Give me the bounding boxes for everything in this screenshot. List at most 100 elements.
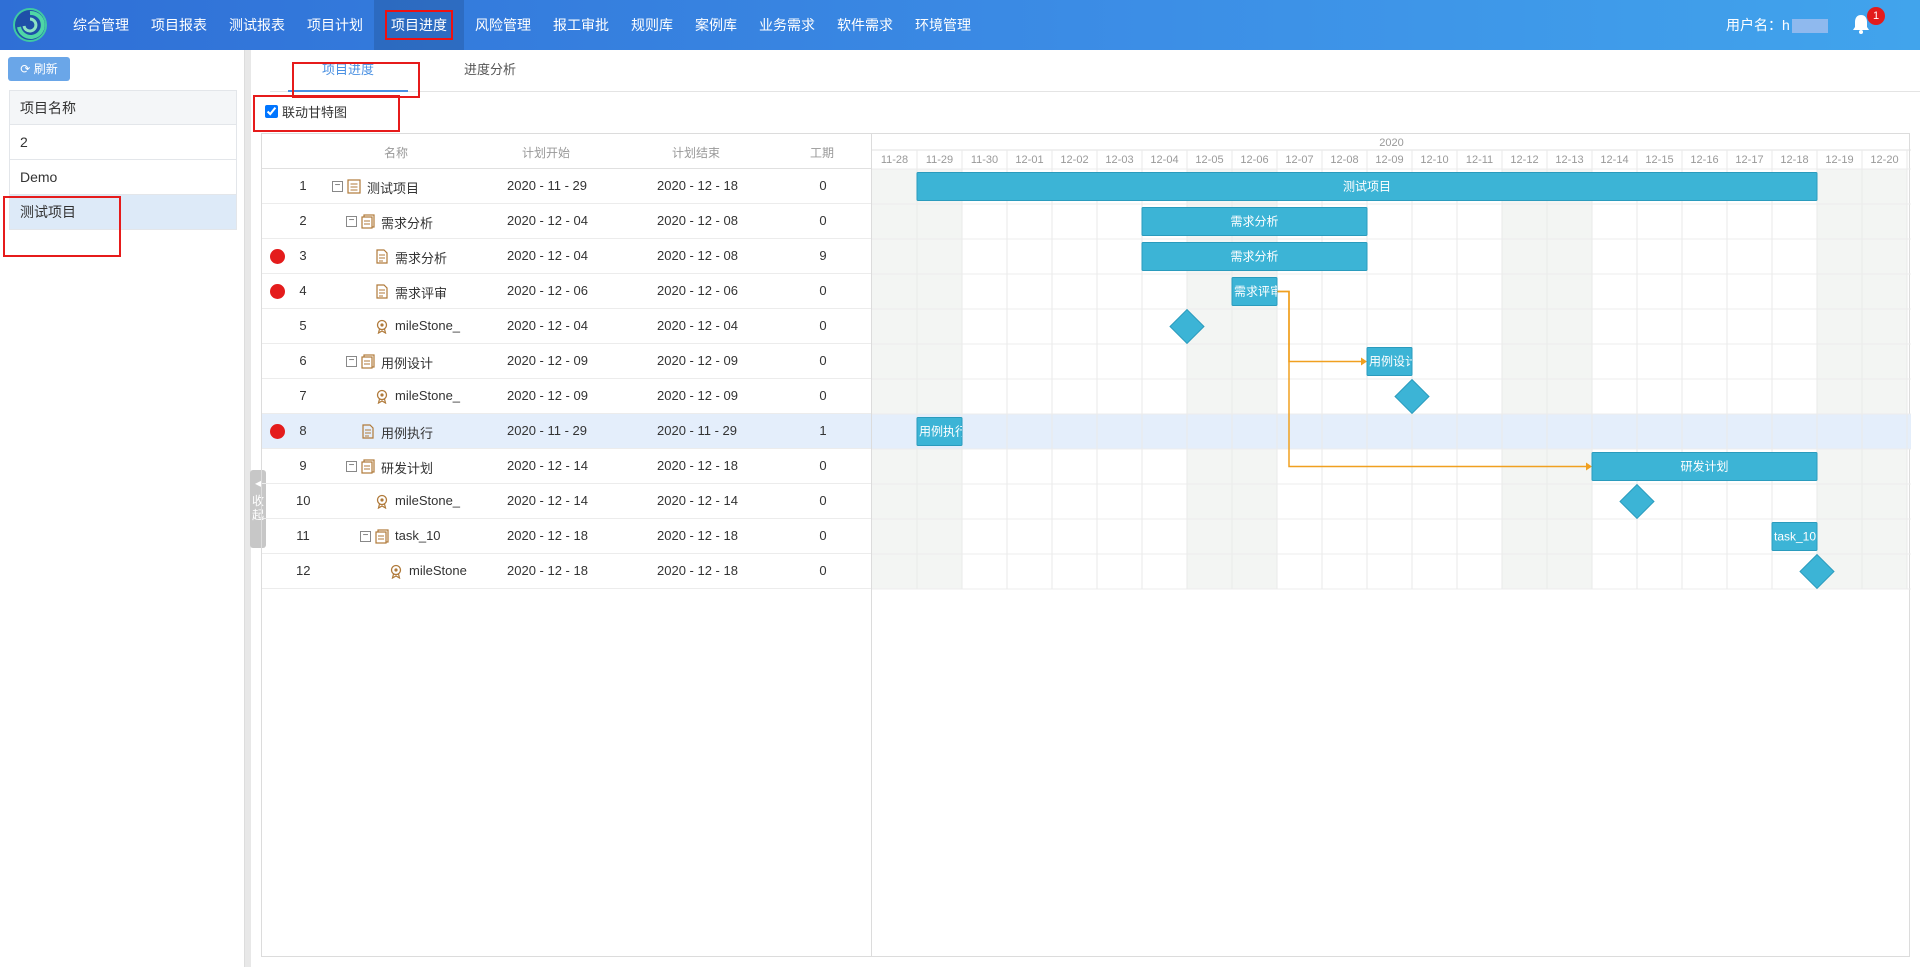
gantt-task-bar[interactable] <box>916 417 963 446</box>
gantt-task-bar[interactable] <box>1141 242 1368 271</box>
gantt-bar-label: 用例执行 <box>919 425 967 439</box>
task-duration: 0 <box>819 493 827 508</box>
nav-item[interactable]: 规则库 <box>620 0 684 50</box>
project-list-item[interactable]: 测试项目 <box>9 195 237 230</box>
gantt-task-bar[interactable] <box>1231 277 1278 306</box>
nav-item[interactable]: 案例库 <box>684 0 748 50</box>
task-name[interactable]: 需求评审 <box>395 286 448 301</box>
task-duration: 1 <box>819 423 827 438</box>
task-name[interactable]: 用例设计 <box>381 356 434 371</box>
dependency-arrow-icon <box>1586 462 1592 471</box>
milestone-diamond[interactable] <box>1619 483 1655 520</box>
milestone-icon <box>375 319 389 335</box>
column-header-duration[interactable]: 工期 <box>810 146 835 160</box>
collapse-toggle-icon[interactable]: − <box>346 356 357 367</box>
task-end-date: 2020 - 12 - 14 <box>657 493 738 508</box>
collapse-toggle-icon[interactable]: − <box>360 531 371 542</box>
collapse-toggle-icon[interactable]: − <box>346 216 357 227</box>
milestone-diamond[interactable] <box>1799 553 1835 590</box>
task-row[interactable]: 8 用例执行 2020 - 11 - 29 2020 - 11 - 29 1 <box>262 414 872 449</box>
task-name[interactable]: 用例执行 <box>381 426 434 441</box>
warning-dot-icon <box>270 249 285 264</box>
main-menu: 综合管理 项目报表 测试报表 项目计划 项目进度 风险管理 报工审批 规则库 案例库 业务需求 软件… <box>62 0 982 50</box>
project-list-item[interactable]: 2 <box>9 125 237 160</box>
nav-item[interactable]: 业务需求 <box>748 0 826 50</box>
task-row[interactable]: 12 mileStone 2020 - 12 - 18 2020 - 12 - 18 0 <box>262 554 872 589</box>
task-start-date: 2020 - 11 - 29 <box>507 423 587 438</box>
task-icon <box>361 424 375 439</box>
task-name[interactable]: mileStone_ <box>395 493 461 508</box>
task-row[interactable]: 10 mileStone_ 2020 - 12 - 14 2020 - 12 - 14… <box>262 484 872 519</box>
gantt-date-label: 12-01 <box>1015 154 1043 166</box>
task-row[interactable]: 6 − 用例设计 2020 - 12 - 09 2020 - 12 - 09 0 <box>262 344 872 379</box>
milestone-diamond[interactable] <box>1394 378 1430 415</box>
nav-item[interactable]: 报工审批 <box>542 0 620 50</box>
gantt-bar-label: task_10 <box>1774 530 1816 544</box>
task-name[interactable]: task_10 <box>395 528 441 543</box>
task-row[interactable]: 2 − 需求分析 2020 - 12 - 04 2020 - 12 - 08 0 <box>262 204 872 239</box>
task-row[interactable]: 3 需求分析 2020 - 12 - 04 2020 - 12 - 08 9 <box>262 239 872 274</box>
task-name[interactable]: 测试项目 <box>367 181 420 196</box>
dependency-link <box>1277 290 1587 468</box>
column-header-end[interactable]: 计划结束 <box>672 146 721 160</box>
tab-project-progress[interactable]: 项目进度 <box>288 50 408 92</box>
gantt-bar-label: 用例设计 <box>1369 355 1417 369</box>
nav-item[interactable]: 项目报表 <box>140 0 218 50</box>
app-logo-icon[interactable] <box>12 7 48 43</box>
nav-item[interactable]: 测试报表 <box>218 0 296 50</box>
task-duration: 0 <box>819 528 827 543</box>
nav-item[interactable]: 综合管理 <box>62 0 140 50</box>
collapse-toggle-icon[interactable]: − <box>346 461 357 472</box>
refresh-button[interactable]: ⟳ 刷新 <box>8 57 70 81</box>
nav-item[interactable]: 软件需求 <box>826 0 904 50</box>
user-name-label[interactable]: 用户名：h <box>1726 0 1828 50</box>
link-gantt-checkbox[interactable] <box>265 105 278 118</box>
task-name[interactable]: mileStone_ <box>395 318 461 333</box>
top-nav-bar: 综合管理 项目报表 测试报表 项目计划 项目进度 风险管理 报工审批 规则库 案例库 业务需求 软件… <box>0 0 1920 50</box>
group-icon <box>361 459 375 474</box>
task-row[interactable]: 1 − 测试项目 2020 - 11 - 29 2020 - 12 - 18 0 <box>262 169 872 204</box>
nav-item[interactable]: 项目计划 <box>296 0 374 50</box>
task-row[interactable]: 4 需求评审 2020 - 12 - 06 2020 - 12 - 06 0 <box>262 274 872 309</box>
gantt-bar-label: 研发计划 <box>1680 459 1728 474</box>
nav-item-label: 综合管理 <box>73 17 129 33</box>
task-name[interactable]: 需求分析 <box>381 216 434 231</box>
panel-splitter[interactable] <box>245 50 251 967</box>
gantt-task-bar[interactable] <box>916 172 1818 201</box>
task-icon <box>375 284 389 299</box>
gantt-date-label: 12-13 <box>1555 154 1583 166</box>
gantt-task-bar[interactable] <box>1366 347 1413 376</box>
task-row[interactable]: 9 − 研发计划 2020 - 12 - 14 2020 - 12 - 18 0 <box>262 449 872 484</box>
task-name[interactable]: mileStone <box>409 563 467 578</box>
gantt-task-bar[interactable] <box>1771 522 1818 551</box>
task-row[interactable]: 11 − task_10 2020 - 12 - 18 2020 - 12 - 18 0 <box>262 519 872 554</box>
task-row[interactable]: 7 mileStone_ 2020 - 12 - 09 2020 - 12 - 09 0 <box>262 379 872 414</box>
project-list-item[interactable]: Demo <box>9 160 237 195</box>
task-name[interactable]: 研发计划 <box>381 461 434 476</box>
column-header-name[interactable]: 名称 <box>384 146 409 160</box>
link-gantt-toggle[interactable]: 联动甘特图 <box>265 102 347 121</box>
nav-item-label: 规则库 <box>631 17 673 33</box>
task-duration: 9 <box>819 248 827 263</box>
task-duration: 0 <box>819 213 827 228</box>
nav-item-label: 项目进度 <box>385 10 453 40</box>
nav-item-label: 案例库 <box>695 17 737 33</box>
task-name[interactable]: 需求分析 <box>395 251 448 266</box>
gantt-bar-label: 需求分析 <box>1230 250 1278 264</box>
task-row-number: 7 <box>299 388 307 403</box>
task-start-date: 2020 - 11 - 29 <box>507 178 587 193</box>
task-name[interactable]: mileStone_ <box>395 388 461 403</box>
milestone-diamond[interactable] <box>1169 308 1205 345</box>
collapse-toggle-icon[interactable]: − <box>332 181 343 192</box>
nav-item[interactable]: 环境管理 <box>904 0 982 50</box>
notification-bell-icon[interactable] <box>1852 14 1870 34</box>
tab-progress-analysis[interactable]: 进度分析 <box>463 62 516 77</box>
gantt-task-bar[interactable] <box>1141 207 1368 236</box>
nav-item-label: 报工审批 <box>553 17 609 33</box>
column-header-start[interactable]: 计划开始 <box>522 146 571 160</box>
task-row[interactable]: 5 mileStone_ 2020 - 12 - 04 2020 - 12 - 04 0 <box>262 309 872 344</box>
user-name-redaction <box>1791 19 1828 34</box>
nav-item[interactable]: 项目进度 <box>374 0 464 50</box>
gantt-task-bar[interactable] <box>1591 452 1818 481</box>
nav-item[interactable]: 风险管理 <box>464 0 542 50</box>
